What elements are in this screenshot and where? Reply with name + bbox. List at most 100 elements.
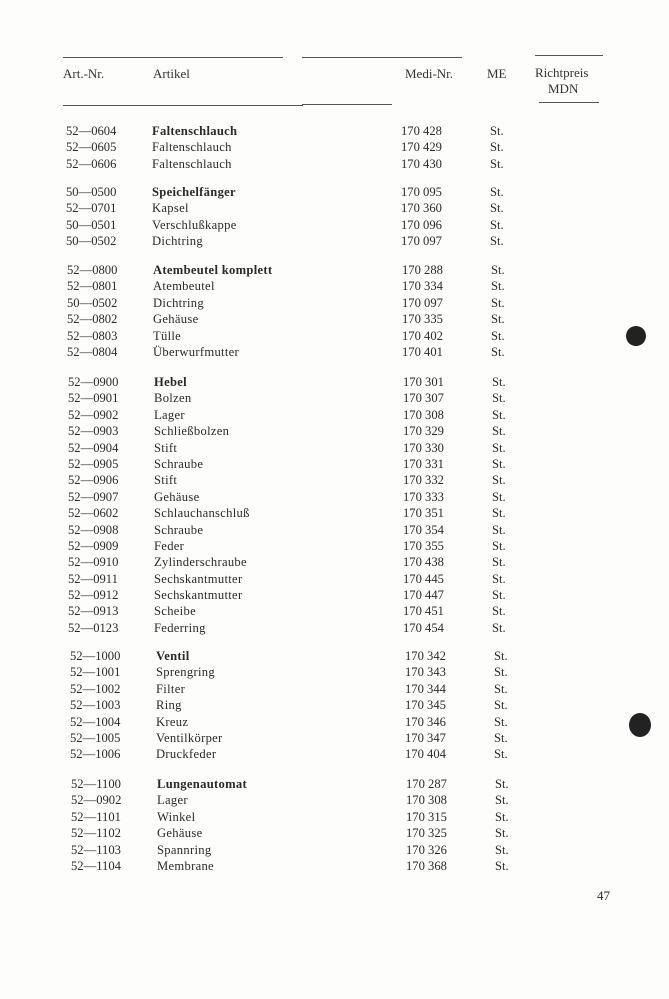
article-name: Sechskantmutter bbox=[154, 571, 243, 586]
medi-number: 170 331 bbox=[403, 456, 444, 471]
article-number: 52—1002 bbox=[70, 681, 121, 696]
article-name: Faltenschlauch bbox=[152, 124, 238, 138]
article-number: 52—0905 bbox=[68, 456, 119, 471]
article-name: Winkel bbox=[157, 809, 196, 824]
article-name: Schließbolzen bbox=[154, 424, 230, 439]
medi-number: 170 368 bbox=[406, 858, 447, 873]
article-name: Gehäuse bbox=[157, 826, 203, 841]
unit: St. bbox=[491, 279, 505, 294]
article-number: 52—0909 bbox=[68, 538, 119, 553]
medi-number: 170 428 bbox=[401, 124, 442, 138]
header-top-rule bbox=[535, 55, 603, 56]
article-name: Lungenautomat bbox=[157, 777, 247, 791]
medi-number: 170 438 bbox=[403, 555, 444, 570]
table-row: 52—0908 Schraube 170 354 St. bbox=[2, 522, 669, 538]
column-header-mdn: MDN bbox=[548, 81, 579, 96]
unit: St. bbox=[492, 424, 506, 439]
medi-number: 170 445 bbox=[403, 571, 444, 586]
table-row: 52—0606 Faltenschlauch 170 430 St. bbox=[0, 156, 669, 172]
article-name: Scheibe bbox=[154, 604, 196, 619]
medi-number: 170 097 bbox=[401, 234, 442, 249]
medi-number: 170 326 bbox=[406, 842, 447, 857]
article-name: Feder bbox=[154, 538, 185, 553]
unit: St. bbox=[490, 185, 504, 199]
article-number: 52—0913 bbox=[68, 604, 119, 619]
unit: St. bbox=[492, 473, 506, 488]
medi-number: 170 429 bbox=[401, 140, 442, 155]
column-header-art-nr: Art.-Nr. bbox=[63, 66, 105, 81]
article-name: Lager bbox=[154, 407, 185, 422]
unit: St. bbox=[492, 604, 506, 619]
article-number: 52—1003 bbox=[70, 698, 121, 713]
medi-number: 170 334 bbox=[402, 279, 443, 294]
medi-number: 170 287 bbox=[406, 777, 447, 791]
medi-number: 170 355 bbox=[403, 538, 444, 553]
unit: St. bbox=[495, 842, 509, 857]
article-number: 52—0908 bbox=[68, 522, 119, 537]
article-name: Ventilkörper bbox=[156, 730, 223, 745]
medi-number: 170 360 bbox=[401, 201, 442, 216]
article-name: Zylinderschraube bbox=[154, 555, 247, 570]
table-row: 52—1006 Druckfeder 170 404 St. bbox=[4, 746, 669, 762]
article-name: Filter bbox=[156, 681, 186, 696]
unit: St. bbox=[492, 440, 506, 455]
medi-number: 170 307 bbox=[403, 391, 444, 406]
article-number: 52—0804 bbox=[67, 344, 118, 359]
table-row: 52—1103 Spannring 170 326 St. bbox=[5, 842, 669, 858]
ink-blot bbox=[629, 713, 651, 737]
table-row: 52—1002 Filter 170 344 St. bbox=[4, 681, 669, 697]
article-name: Atembeutel komplett bbox=[153, 263, 273, 277]
column-header-medi-nr: Medi-Nr. bbox=[405, 66, 454, 81]
article-number: 52—0800 bbox=[67, 263, 118, 277]
item-group: 52—0900 Hebel 170 301 St. 52—0901 Bolzen 170 3… bbox=[2, 374, 669, 636]
article-name: Hebel bbox=[154, 375, 187, 389]
table-row: 52—1102 Gehäuse 170 325 St. bbox=[5, 825, 669, 841]
table-row: 52—0904 Stift 170 330 St. bbox=[2, 440, 669, 456]
article-number: 52—0903 bbox=[68, 424, 119, 439]
header-top-rule bbox=[302, 57, 462, 58]
article-number: 52—0801 bbox=[67, 279, 118, 294]
medi-number: 170 401 bbox=[402, 344, 443, 359]
table-row: 52—0912 Sechskantmutter 170 447 St. bbox=[2, 587, 669, 603]
unit: St. bbox=[492, 555, 506, 570]
article-name: Faltenschlauch bbox=[152, 156, 232, 171]
table-row: 52—0903 Schließbolzen 170 329 St. bbox=[2, 423, 669, 439]
article-name: Stift bbox=[154, 440, 178, 455]
table-row: 52—0701 Kapsel 170 360 St. bbox=[0, 200, 669, 216]
unit: St. bbox=[491, 328, 505, 343]
table-row: 52—0803 Tülle 170 402 St. bbox=[1, 328, 669, 344]
article-number: 52—0911 bbox=[68, 571, 118, 586]
article-name: Speichelfänger bbox=[152, 185, 236, 199]
table-row: 52—0902 Lager 170 308 St. bbox=[2, 407, 669, 423]
article-name: Dichtring bbox=[153, 295, 204, 310]
article-number: 52—0904 bbox=[68, 440, 119, 455]
unit: St. bbox=[490, 124, 504, 138]
article-number: 52—0803 bbox=[67, 328, 118, 343]
table-row: 52—1003 Ring 170 345 St. bbox=[4, 697, 669, 713]
medi-number: 170 354 bbox=[403, 522, 444, 537]
table-row: 52—0906 Stift 170 332 St. bbox=[2, 472, 669, 488]
unit: St. bbox=[494, 681, 508, 696]
medi-number: 170 325 bbox=[406, 826, 447, 841]
article-number: 52—0604 bbox=[66, 124, 117, 138]
unit: St. bbox=[492, 522, 506, 537]
table-row: 50—0502 Dichtring 170 097 St. bbox=[1, 295, 669, 311]
table-row: 52—1004 Kreuz 170 346 St. bbox=[4, 714, 669, 730]
unit: St. bbox=[494, 714, 508, 729]
article-number: 50—0500 bbox=[66, 185, 117, 199]
article-number: 52—1006 bbox=[70, 747, 121, 762]
table-row: 52—0602 Schlauchanschluß 170 351 St. bbox=[2, 505, 669, 521]
header-top-rule bbox=[63, 57, 283, 58]
medi-number: 170 333 bbox=[403, 489, 444, 504]
item-group: 50—0500 Speichelfänger 170 095 St. 52—0701 Ka… bbox=[0, 184, 669, 250]
table-row: 52—0901 Bolzen 170 307 St. bbox=[2, 390, 669, 406]
article-name: Dichtring bbox=[152, 234, 203, 249]
unit: St. bbox=[492, 588, 506, 603]
unit: St. bbox=[495, 826, 509, 841]
article-number: 52—1101 bbox=[71, 809, 121, 824]
unit: St. bbox=[492, 538, 506, 553]
article-name: Bolzen bbox=[154, 391, 192, 406]
table-row: 52—0905 Schraube 170 331 St. bbox=[2, 456, 669, 472]
header-bottom-rule bbox=[539, 102, 599, 103]
medi-number: 170 330 bbox=[403, 440, 444, 455]
